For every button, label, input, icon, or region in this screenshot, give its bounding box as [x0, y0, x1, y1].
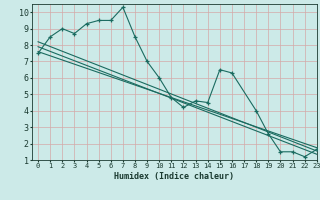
X-axis label: Humidex (Indice chaleur): Humidex (Indice chaleur) — [115, 172, 234, 181]
